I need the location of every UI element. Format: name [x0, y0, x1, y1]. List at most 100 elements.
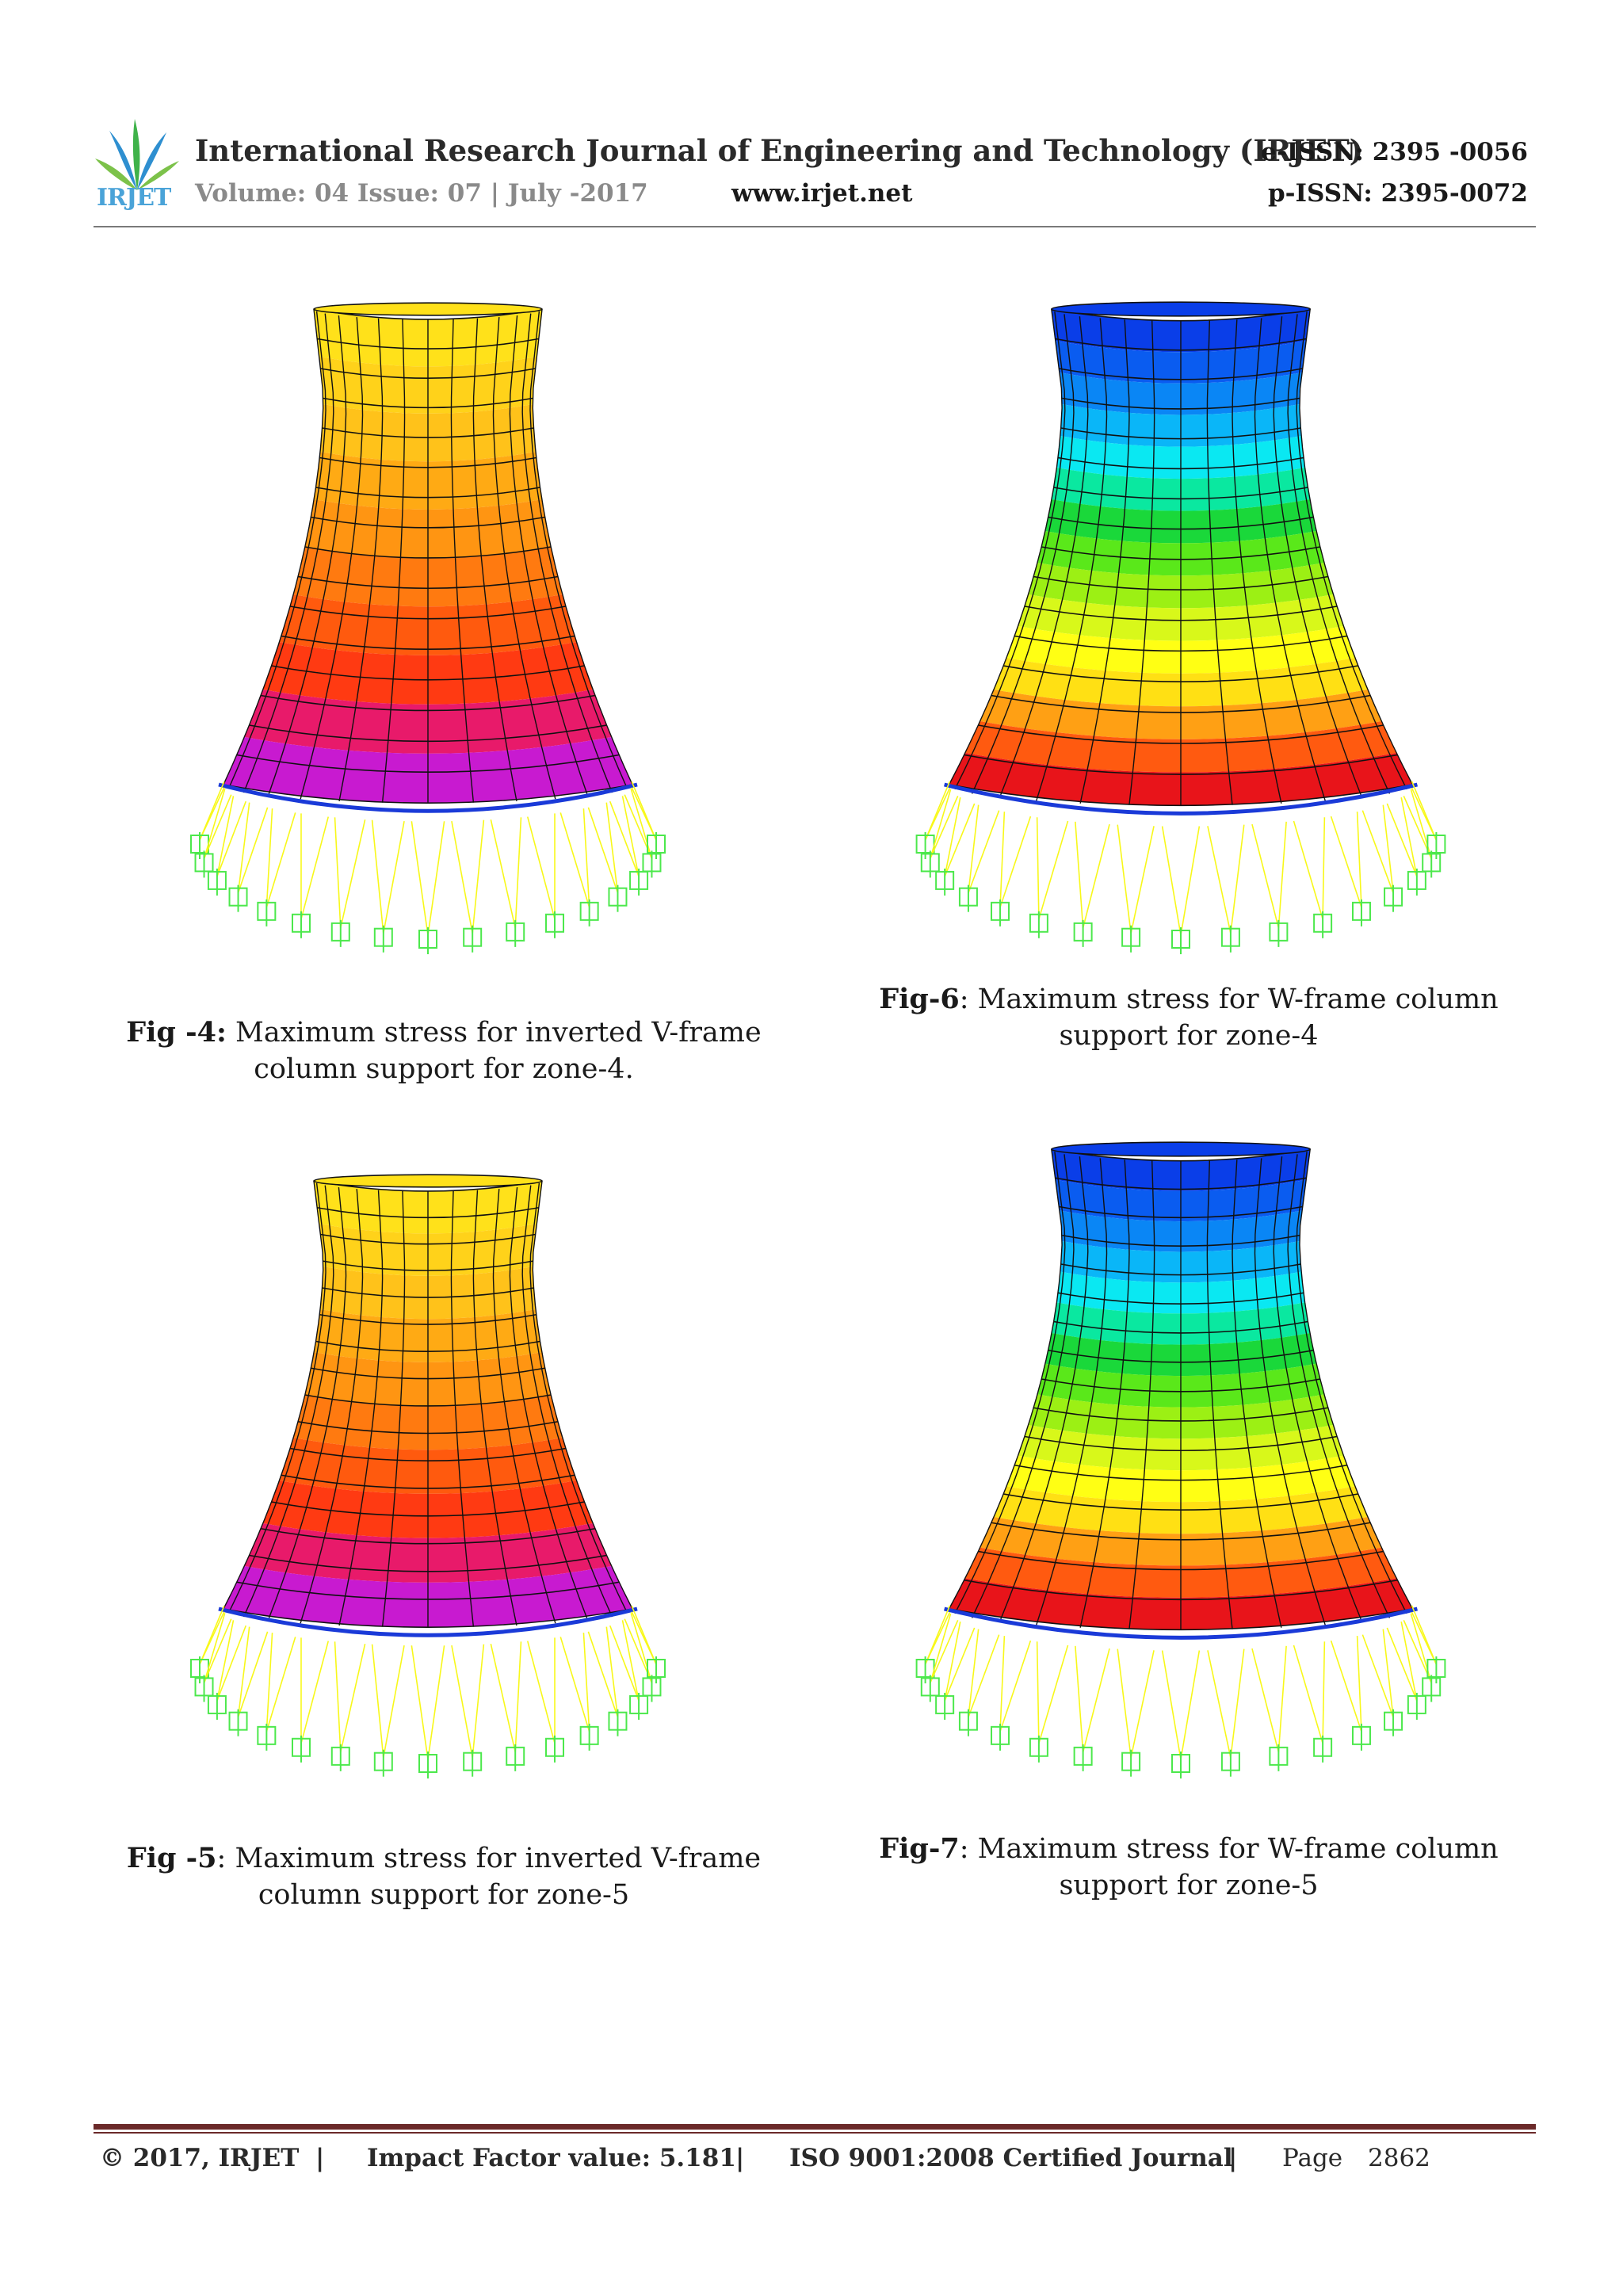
mesh-meridian [529, 311, 628, 789]
strut [1356, 812, 1362, 907]
strut [605, 1626, 619, 1717]
strut [630, 1613, 653, 1683]
strut [1075, 1645, 1084, 1752]
strut [237, 807, 269, 893]
strut [334, 817, 342, 928]
strut [1400, 797, 1418, 877]
tower-rim [1051, 1141, 1311, 1157]
strut [1251, 1648, 1280, 1753]
strut [383, 1645, 405, 1758]
tower-shell [944, 301, 1418, 816]
strut [1117, 1648, 1132, 1758]
strut [587, 1631, 619, 1717]
mesh-meridian [472, 1190, 517, 1626]
strut [340, 819, 366, 929]
strut [216, 800, 247, 877]
tower-rim [1051, 301, 1311, 317]
mesh-meridian [242, 1185, 334, 1618]
mesh-meridian [1287, 1154, 1391, 1618]
strut [1130, 826, 1155, 934]
page-footer: © 2017, IRJET | Impact Factor value: 5.1… [94, 2144, 1536, 2183]
strut [300, 1641, 330, 1744]
mesh-meridian [948, 308, 1063, 785]
strut [1293, 820, 1323, 920]
mesh-meridian [1128, 1160, 1155, 1629]
e-issn: e-ISSN: 2395 -0056 [1261, 138, 1528, 166]
strut [930, 1613, 952, 1683]
base-ring [218, 1606, 638, 1637]
strut [1036, 1641, 1040, 1744]
mesh-meridian [1273, 316, 1363, 798]
mesh-meridian [227, 311, 327, 789]
base-ring [218, 782, 638, 813]
strut [582, 808, 590, 907]
strut [559, 1637, 590, 1733]
strut [582, 1633, 590, 1732]
column-supports [915, 1605, 1446, 1778]
figure-6 [911, 285, 1450, 983]
iso-certification: ISO 9001:2008 Certified Journal [789, 2144, 1233, 2172]
strut [1293, 1645, 1323, 1744]
figure-5 [190, 1157, 666, 1807]
strut [999, 812, 1006, 907]
strut [968, 1634, 1000, 1717]
tower-shell [944, 1141, 1418, 1640]
strut [203, 794, 232, 859]
strut [1361, 810, 1394, 893]
column-supports [915, 781, 1446, 954]
strut [559, 812, 590, 908]
p-issn: p-ISSN: 2395-0072 [1267, 179, 1528, 208]
strut [999, 816, 1032, 908]
strut [371, 1644, 384, 1758]
strut [490, 1644, 516, 1753]
strut [1207, 826, 1232, 934]
strut [999, 1640, 1032, 1733]
mesh-meridian [1232, 319, 1282, 804]
strut [1117, 824, 1132, 934]
page-label: Page [1282, 2144, 1343, 2172]
strut [526, 1641, 556, 1744]
strut [203, 789, 226, 859]
strut [216, 1625, 247, 1702]
strut [1038, 820, 1069, 920]
strut [265, 1637, 296, 1733]
cooling-tower-model-image [915, 301, 1446, 954]
strut [968, 810, 1000, 893]
strut [427, 1645, 445, 1760]
figure-4-caption: Fig -4: Maximum stress for inverted V-fr… [95, 1014, 792, 1087]
impact-factor: Impact Factor value: 5.181 [367, 2144, 736, 2172]
footer-separator: | [1228, 2144, 1238, 2172]
strut [944, 797, 961, 877]
footer-divider [94, 2124, 1536, 2130]
mesh-meridian [532, 308, 633, 785]
cooling-tower-model-image [915, 1141, 1446, 1778]
strut [930, 796, 959, 859]
mesh-meridian [450, 1190, 475, 1627]
mesh-meridian [529, 1182, 628, 1614]
strut [587, 807, 619, 893]
strut [1251, 823, 1280, 929]
column-supports [190, 1605, 666, 1778]
strut [451, 1645, 473, 1758]
strut [1322, 1641, 1326, 1744]
caption-text: : Maximum stress for W-frame column supp… [959, 984, 1499, 1052]
strut [265, 812, 296, 908]
strut [609, 1625, 640, 1702]
strut [1386, 1627, 1418, 1702]
mesh-meridian [450, 319, 475, 803]
figure-4 [190, 285, 666, 983]
mesh-meridian [223, 308, 324, 785]
website-link[interactable]: www.irjet.net [731, 179, 913, 208]
strut [1230, 1648, 1245, 1758]
strut [1400, 1622, 1418, 1702]
mesh-meridian [1128, 320, 1155, 805]
strut [924, 1611, 951, 1665]
logo-text: IRJET [97, 184, 171, 212]
mesh-meridian [1299, 1148, 1414, 1610]
strut [1277, 1645, 1287, 1752]
figure-label: Fig -5 [126, 1842, 217, 1874]
mesh-meridian [954, 311, 1066, 790]
mesh-meridian [338, 1190, 384, 1626]
strut [1082, 1648, 1110, 1753]
tower-shell [218, 302, 638, 813]
